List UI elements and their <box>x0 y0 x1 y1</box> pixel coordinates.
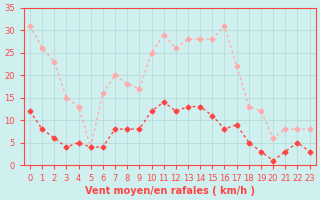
X-axis label: Vent moyen/en rafales ( km/h ): Vent moyen/en rafales ( km/h ) <box>85 186 255 196</box>
